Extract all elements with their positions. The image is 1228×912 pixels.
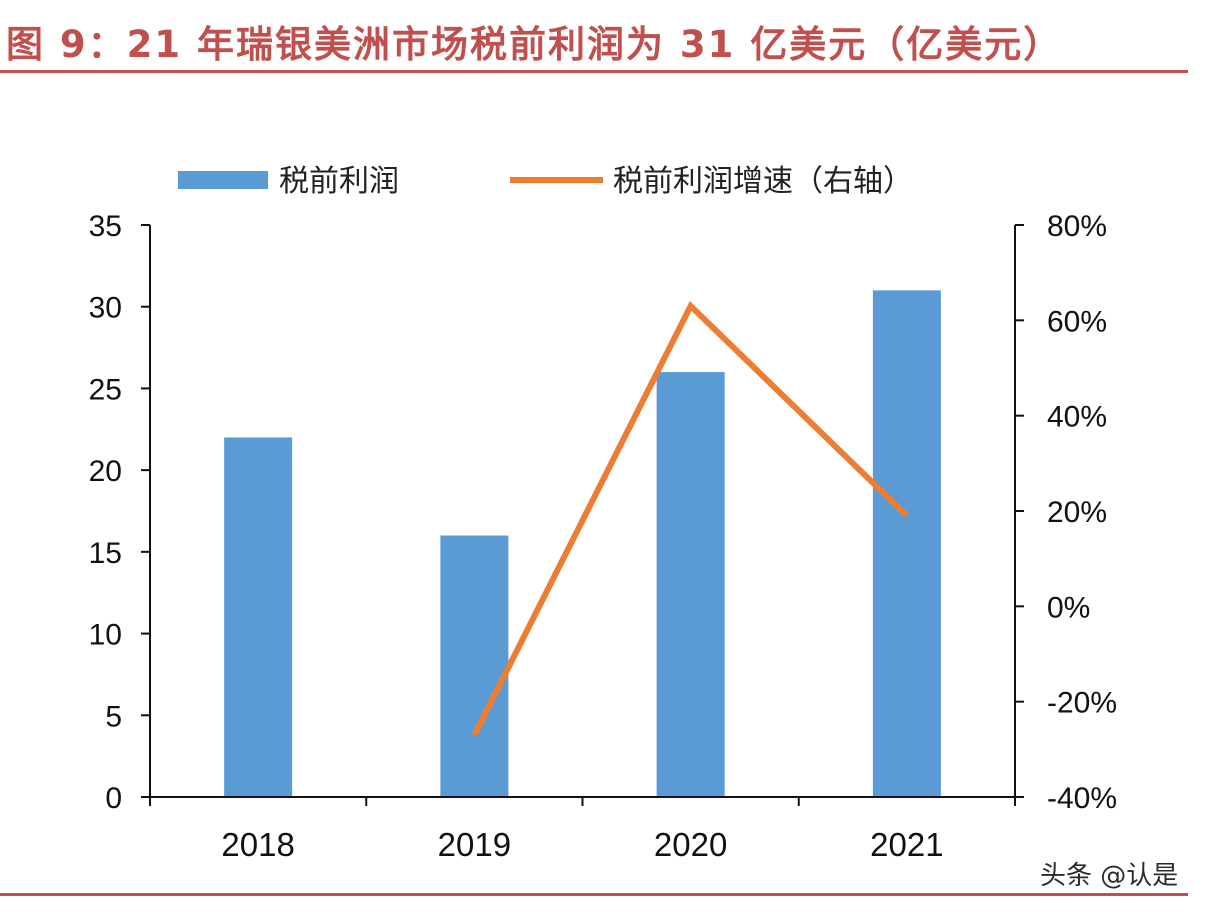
x-tick-label: 2018 — [221, 826, 294, 863]
right-tick-label: -40% — [1047, 782, 1117, 815]
right-tick-label: 60% — [1047, 305, 1107, 338]
x-tick-label: 2020 — [654, 826, 727, 863]
left-tick-label: 0 — [105, 782, 122, 815]
right-tick-label: -20% — [1047, 687, 1117, 720]
bar-2021 — [872, 290, 941, 797]
legend-line-label: 税前利润增速（右轴） — [613, 164, 913, 199]
right-tick-label: 80% — [1047, 210, 1107, 243]
x-tick-label: 2019 — [438, 826, 511, 863]
left-tick-label: 5 — [105, 700, 122, 733]
bar-2020 — [656, 372, 725, 797]
x-tick-label: 2021 — [870, 826, 943, 863]
bar-2019 — [440, 535, 509, 797]
left-tick-label: 15 — [89, 537, 122, 570]
left-tick-label: 30 — [89, 292, 122, 325]
right-tick-label: 20% — [1047, 496, 1107, 529]
legend-bar-label: 税前利润 — [279, 164, 399, 199]
footer-rule — [0, 893, 1188, 896]
chart-title: 图 9：21 年瑞银美洲市场税前利润为 31 亿美元（亿美元） — [6, 23, 1063, 66]
watermark: 头条 @认是 — [1040, 861, 1179, 891]
bar-2018 — [224, 437, 293, 797]
left-tick-label: 10 — [89, 619, 122, 652]
left-tick-label: 20 — [89, 455, 122, 488]
right-tick-label: 40% — [1047, 401, 1107, 434]
title-underline — [0, 70, 1188, 73]
right-tick-label: 0% — [1047, 591, 1090, 624]
legend-bar-swatch — [178, 171, 268, 189]
left-tick-label: 35 — [89, 210, 122, 243]
chart-area: 0 5 10 15 20 25 30 35 -40% -20% 0% 20% 40% 60% 80% 2018… — [89, 164, 1117, 863]
left-tick-label: 25 — [89, 373, 122, 406]
